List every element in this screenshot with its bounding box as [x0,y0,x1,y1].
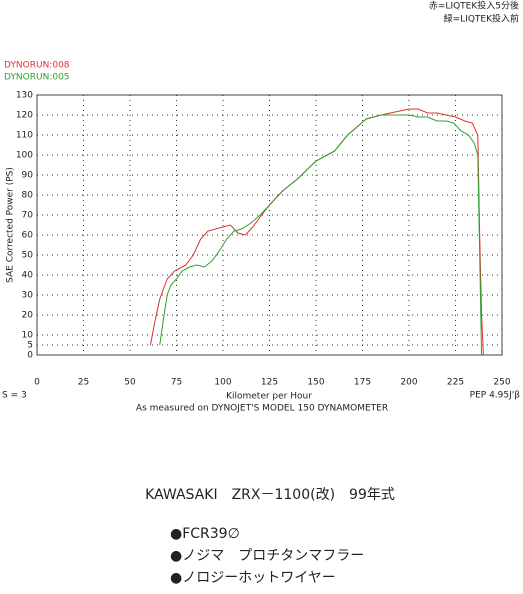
y-tick-label: 60 [22,231,34,241]
y-tick-label: 0 [27,351,33,361]
y-tick-label: 90 [22,171,34,181]
note: 緑=LIQTEK投入前 [444,13,519,25]
x-tick-label: 25 [78,378,89,388]
footer: S = 3 [2,391,27,401]
x-tick-label: 175 [354,378,371,388]
x-tick-label: 100 [214,378,231,388]
footer: PEP 4.95J'β [470,391,521,401]
y-tick-label: 20 [22,311,34,321]
y-axis-label: SAE Corrected Power (PS) [6,167,16,283]
x-tick-label: 250 [493,378,510,388]
legend-entry: DYNORUN:005 [4,73,70,83]
x-axis-label: Kilometer per Hour [226,392,312,402]
y-tick-label: 110 [16,131,33,141]
y-tick-label: 30 [22,291,34,301]
y-tick-label: 70 [22,211,34,221]
model: KAWASAKI ZRX－1100(改) 99年式 [145,487,395,503]
legend-entry: DYNORUN:008 [4,61,70,71]
x-tick-label: 225 [447,378,464,388]
x-tick-label: 150 [307,378,324,388]
series-line [159,114,483,356]
feature: ●FCR39∅ [170,526,240,542]
x-tick-label: 200 [400,378,417,388]
y-tick-label: 120 [16,111,33,121]
feature: ●ノロジーホットワイヤー [170,570,336,586]
x-tick-label: 125 [261,378,278,388]
y-tick-label: 10 [22,331,34,341]
x-tick-label: 50 [124,378,136,388]
y-tick-label: 50 [22,251,34,261]
x-tick-label: 75 [171,378,182,388]
y-tick-label: 5 [27,341,33,351]
series-line [149,108,484,356]
y-tick-label: 100 [16,151,33,161]
note: 赤=LIQTEK投入5分後 [429,0,519,12]
y-tick-label: 130 [16,91,33,101]
caption: As measured on DYNOJET'S MODEL 150 DYNAM… [136,404,388,414]
y-tick-label: 40 [22,271,34,281]
feature: ●ノジマ プロチタンマフラー [170,548,364,564]
y-tick-label: 80 [22,191,34,201]
x-tick-label: 0 [34,378,40,388]
